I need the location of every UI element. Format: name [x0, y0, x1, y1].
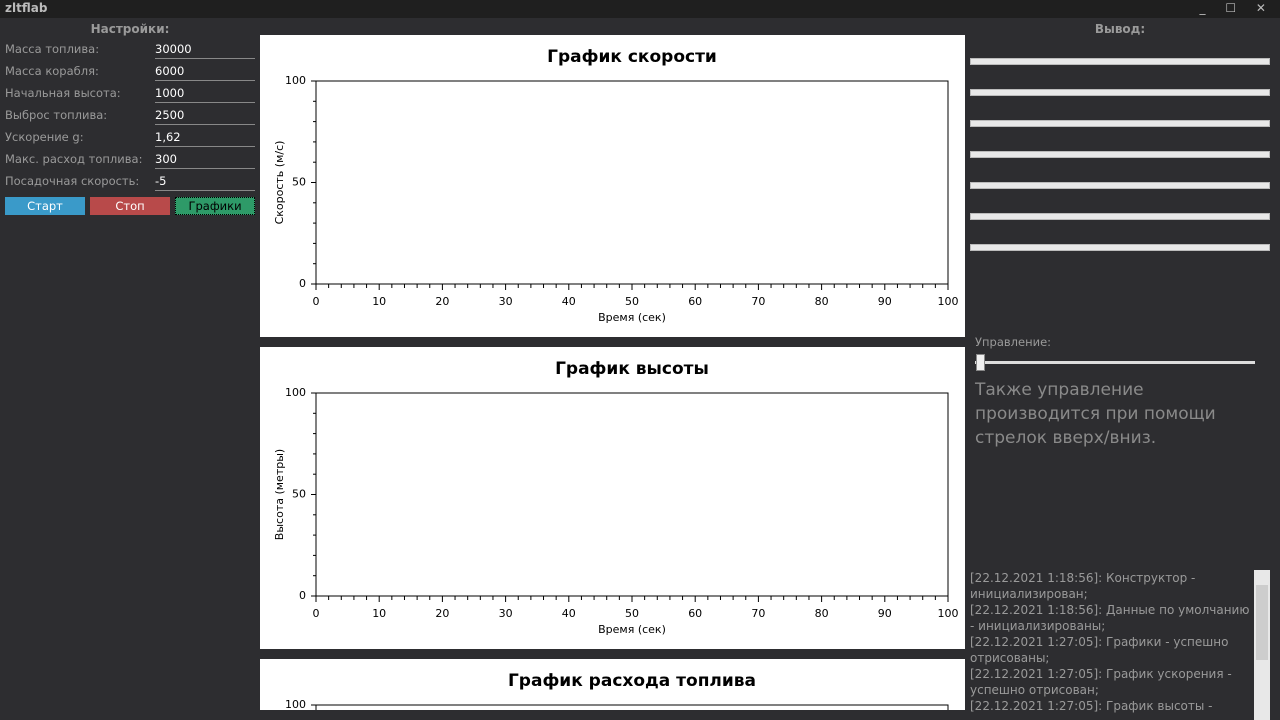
field-label: Масса топлива:: [5, 42, 100, 56]
log-entry: [22.12.2021 1:27:05]: Графики - успешно …: [970, 635, 1229, 665]
log-entry: [22.12.2021 1:27:05]: График ускорения -…: [970, 667, 1232, 697]
field-input[interactable]: 2500: [155, 108, 255, 125]
field-label: Макс. расход топлива:: [5, 152, 143, 166]
x-tick-label: 100: [938, 295, 959, 308]
x-axis-label: Время (сек): [598, 623, 666, 636]
chart-title: График скорости: [547, 47, 717, 67]
x-tick-label: 70: [751, 607, 765, 620]
control-hint: Также управление производится при помощи…: [975, 380, 1216, 448]
window-title: zltflab: [5, 1, 48, 15]
plot-area: [315, 704, 949, 710]
field-input[interactable]: 30000: [155, 42, 255, 59]
x-tick-label: 20: [435, 607, 449, 620]
output-field[interactable]: [970, 89, 1270, 96]
y-tick-label: 100: [285, 698, 306, 710]
slider-track[interactable]: [975, 361, 1255, 364]
slider-thumb[interactable]: [976, 354, 985, 371]
y-tick-label: 100: [285, 386, 306, 399]
x-tick-label: 60: [688, 295, 702, 308]
x-tick-label: 0: [313, 295, 320, 308]
log-entry: [22.12.2021 1:18:56]: Конструктор - иниц…: [970, 571, 1196, 601]
log: [22.12.2021 1:18:56]: Конструктор - иниц…: [970, 570, 1253, 715]
y-axis-label: Высота (метры): [273, 449, 286, 540]
x-tick-label: 20: [435, 295, 449, 308]
x-tick-label: 30: [499, 607, 513, 620]
x-tick-label: 50: [625, 295, 639, 308]
field-label: Начальная высота:: [5, 86, 121, 100]
x-tick-label: 60: [688, 607, 702, 620]
x-tick-label: 10: [372, 295, 386, 308]
field-input[interactable]: 1000: [155, 86, 255, 103]
title-bar: zltflab _ ☐ ✕: [0, 0, 1280, 18]
output-field[interactable]: [970, 58, 1270, 65]
output-title: Вывод:: [1094, 22, 1146, 36]
x-axis-label: Время (сек): [598, 311, 666, 324]
chart-title: График высоты: [555, 359, 709, 379]
x-tick-label: 80: [815, 607, 829, 620]
output-field[interactable]: [970, 182, 1270, 189]
control-label: Управление:: [975, 335, 1052, 349]
output-field[interactable]: [970, 151, 1270, 158]
x-tick-label: 40: [562, 607, 576, 620]
chart: График скорости 0 50 100 0 10 20 30 40 50 60 70 80 90…: [273, 47, 959, 324]
field-label: Выброс топлива:: [5, 108, 108, 122]
x-tick-label: 80: [815, 295, 829, 308]
log-entry: [22.12.2021 1:18:56]: Данные по умолчани…: [970, 603, 1250, 633]
chart-title: График расхода топлива: [508, 671, 756, 691]
scrollbar[interactable]: [1254, 570, 1270, 720]
y-tick-label: 50: [292, 176, 306, 189]
scroll-thumb[interactable]: [1256, 585, 1268, 660]
y-tick-label: 0: [299, 589, 306, 602]
chart: График расхода топлива 100: [285, 671, 949, 710]
plot-area: [315, 80, 949, 285]
button[interactable]: Стоп: [90, 197, 170, 215]
log-entry: [22.12.2021 1:27:05]: График высоты - ус…: [970, 699, 1213, 713]
chart-panel: График расхода топлива 100: [260, 659, 965, 710]
field-label: Ускорение g:: [5, 130, 84, 144]
y-axis-label: Скорость (м/с): [273, 141, 286, 225]
x-tick-label: 90: [878, 607, 892, 620]
x-tick-label: 0: [313, 607, 320, 620]
y-tick-label: 100: [285, 74, 306, 87]
x-tick-label: 50: [625, 607, 639, 620]
plot-area: [315, 392, 949, 597]
field-input[interactable]: 6000: [155, 64, 255, 81]
field-input[interactable]: 300: [155, 152, 255, 169]
field-input[interactable]: -5: [155, 174, 255, 191]
chart-panel: График скорости 0 50 100 0 10 20 30 40 50 60 70 80 90…: [260, 35, 965, 337]
window-controls[interactable]: _ ☐ ✕: [1199, 1, 1274, 15]
x-tick-label: 70: [751, 295, 765, 308]
chart: График высоты 0 50 100 0 10 20 30 40 50 60 70 80 90 10…: [273, 359, 959, 636]
button[interactable]: Старт: [5, 197, 85, 215]
output-field[interactable]: [970, 244, 1270, 251]
output-field[interactable]: [970, 213, 1270, 220]
y-tick-label: 0: [299, 277, 306, 290]
x-tick-label: 30: [499, 295, 513, 308]
x-tick-label: 90: [878, 295, 892, 308]
field-input[interactable]: 1,62: [155, 130, 255, 147]
settings-title: Настройки:: [90, 22, 170, 36]
x-tick-label: 100: [938, 607, 959, 620]
x-tick-label: 40: [562, 295, 576, 308]
output-field[interactable]: [970, 120, 1270, 127]
button[interactable]: Графики: [175, 197, 255, 215]
y-tick-label: 50: [292, 488, 306, 501]
field-label: Масса корабля:: [5, 64, 99, 78]
x-tick-label: 10: [372, 607, 386, 620]
chart-panel: График высоты 0 50 100 0 10 20 30 40 50 60 70 80 90 10…: [260, 347, 965, 649]
field-label: Посадочная скорость:: [5, 174, 140, 188]
